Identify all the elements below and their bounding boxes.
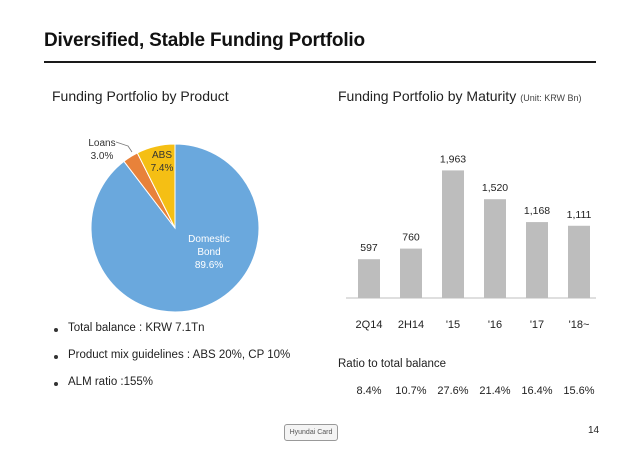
bar-value-label: 1,520 xyxy=(482,182,508,194)
pie-value-label: 7.4% xyxy=(151,163,174,174)
pie-slice-label: Loans xyxy=(88,138,115,149)
bar-value-label: 1,963 xyxy=(440,153,466,165)
hyundai-card-logo: Hyundai Card xyxy=(284,424,338,441)
page-title: Diversified, Stable Funding Portfolio xyxy=(44,30,365,51)
loans-leader-line xyxy=(115,141,133,153)
x-tick-label: '15 xyxy=(446,319,460,331)
pie-slice-domestic-bond xyxy=(90,143,260,313)
ratio-value: 8.4% xyxy=(356,385,381,397)
bullet-text: Product mix guidelines : ABS 20%, CP 10% xyxy=(68,349,291,361)
maturity-heading-text: Funding Portfolio by Maturity xyxy=(338,88,517,104)
x-tick-label: '18~ xyxy=(569,319,590,331)
bullet-item: ALM ratio :155% xyxy=(54,376,290,403)
bar xyxy=(484,199,506,298)
ratio-value: 10.7% xyxy=(395,385,426,397)
ratio-label: Ratio to total balance xyxy=(338,358,447,370)
pie-value-label: 3.0% xyxy=(91,151,114,162)
x-tick-label: '17 xyxy=(530,319,544,331)
bar xyxy=(526,222,548,298)
maturity-chart-heading: Funding Portfolio by Maturity (Unit: KRW … xyxy=(338,88,582,104)
bullet-item: Product mix guidelines : ABS 20%, CP 10% xyxy=(54,349,290,376)
x-tick-label: '16 xyxy=(488,319,502,331)
bar-value-label: 1,111 xyxy=(567,209,592,221)
bullet-item: Total balance : KRW 7.1Tn xyxy=(54,322,290,349)
pie-slice-label: Domestic xyxy=(188,234,230,245)
ratio-value: 21.4% xyxy=(479,385,510,397)
bullet-dot xyxy=(54,328,58,332)
bullet-dot xyxy=(54,355,58,359)
bar-value-label: 1,168 xyxy=(524,205,550,217)
ratio-value: 16.4% xyxy=(521,385,552,397)
x-tick-label: 2Q14 xyxy=(356,319,383,331)
x-tick-label: 2H14 xyxy=(398,319,424,331)
bar xyxy=(358,259,380,298)
bullet-text: ALM ratio :155% xyxy=(68,376,154,388)
bullet-text: Total balance : KRW 7.1Tn xyxy=(68,322,205,334)
ratio-value: 15.6% xyxy=(563,385,594,397)
bar xyxy=(568,225,590,298)
bar xyxy=(442,170,464,298)
pie-value-label: 89.6% xyxy=(195,260,223,271)
bar-value-label: 760 xyxy=(402,232,420,244)
ratio-value: 27.6% xyxy=(437,385,468,397)
maturity-bar-chart: 597 2Q14 8.4% 760 2H14 10.7% 1,963 '15 27.6% 1,52… xyxy=(346,153,596,397)
bar xyxy=(400,248,422,298)
product-pie-chart: Domestic Bond 89.6% Loans 3.0% ABS 7.4% xyxy=(88,138,260,313)
title-divider xyxy=(44,61,596,63)
pie-slice-abs xyxy=(136,143,176,229)
summary-bullets: Total balance : KRW 7.1Tn Product mix gu… xyxy=(54,322,290,403)
bullet-dot xyxy=(54,382,58,386)
unit-note: (Unit: KRW Bn) xyxy=(520,93,582,103)
pie-slice-label: ABS xyxy=(152,150,172,161)
pie-slice-label: Bond xyxy=(197,247,220,258)
bar-value-label: 597 xyxy=(360,242,378,254)
product-chart-heading: Funding Portfolio by Product xyxy=(52,88,229,104)
page-number: 14 xyxy=(588,425,600,436)
